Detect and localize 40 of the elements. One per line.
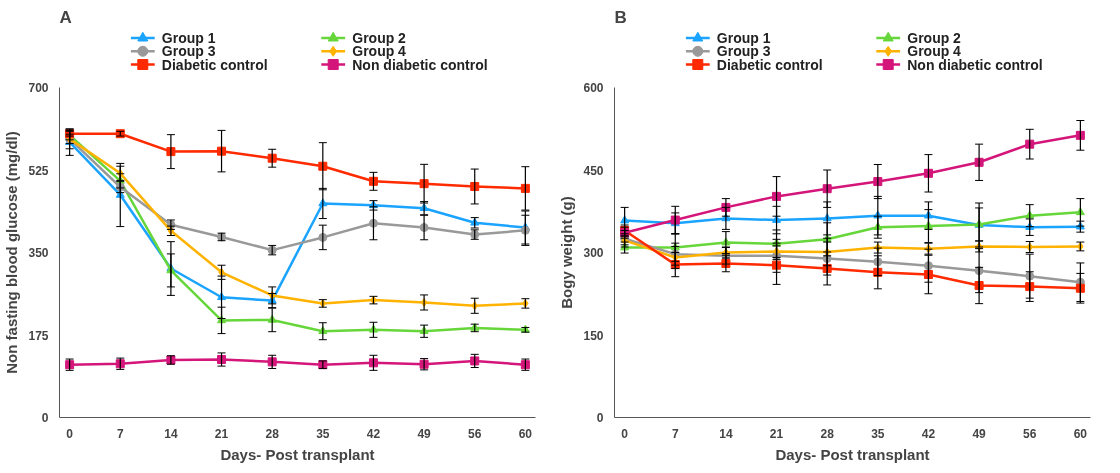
legend-label: Group 1: [161, 30, 216, 47]
y-tick-label: 0: [41, 411, 49, 425]
y-tick-label: 450: [583, 163, 604, 178]
x-tick-label: 7: [116, 426, 124, 441]
legend-label: Group 1: [716, 30, 771, 47]
x-tick-label: 42: [366, 426, 381, 441]
x-axis-title: Days- Post transplant: [220, 445, 375, 463]
y-tick-label: 525: [28, 163, 49, 178]
x-tick-label: 21: [214, 426, 229, 441]
chart-title: B: [614, 7, 627, 27]
x-tick-label: 28: [820, 426, 835, 441]
x-tick-label: 42: [921, 426, 936, 441]
x-tick-label: 0: [66, 426, 74, 441]
y-tick-label: 150: [583, 328, 604, 343]
y-tick-label: 175: [28, 328, 49, 343]
y-tick-label: 0: [596, 411, 604, 425]
x-tick-label: 49: [972, 426, 987, 441]
y-tick-label: 350: [28, 246, 49, 260]
y-tick-label: 600: [583, 81, 604, 95]
y-tick-label: 700: [28, 81, 49, 95]
legend-label: Group 2: [907, 30, 962, 47]
chart-title: A: [59, 7, 72, 27]
x-tick-label: 7: [671, 426, 679, 441]
y-axis-title: Non fasting blood glucose (mg/dl): [3, 131, 21, 374]
x-tick-label: 21: [769, 426, 784, 441]
y-axis-title: Bogy weight (g): [558, 196, 576, 309]
x-tick-label: 60: [518, 426, 533, 441]
x-tick-label: 49: [417, 426, 432, 441]
x-tick-label: 60: [1073, 426, 1088, 441]
x-tick-label: 0: [621, 426, 629, 441]
x-axis-title: Days- Post transplant: [775, 445, 930, 463]
y-tick-label: 300: [583, 246, 604, 260]
x-tick-label: 35: [871, 426, 885, 441]
legend-label: Group 2: [352, 30, 407, 47]
x-tick-label: 14: [164, 426, 178, 441]
x-tick-label: 56: [468, 426, 482, 441]
x-tick-label: 28: [265, 426, 280, 441]
x-tick-label: 35: [316, 426, 330, 441]
x-tick-label: 14: [719, 426, 733, 441]
x-tick-label: 56: [1023, 426, 1037, 441]
